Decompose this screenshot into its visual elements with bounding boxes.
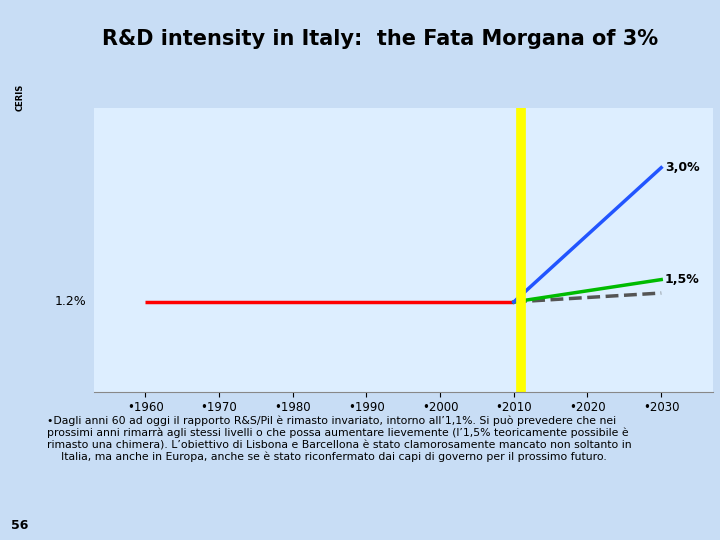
Text: 1,5%: 1,5% bbox=[665, 273, 700, 286]
Text: CERIS: CERIS bbox=[15, 84, 24, 111]
Text: 56: 56 bbox=[11, 518, 29, 532]
Text: 1.2%: 1.2% bbox=[55, 295, 86, 308]
Text: •Dagli anni 60 ad oggi il rapporto R&S/Pil è rimasto invariato, intorno all’1,1%: •Dagli anni 60 ad oggi il rapporto R&S/P… bbox=[47, 416, 631, 462]
Text: 3,0%: 3,0% bbox=[665, 161, 700, 174]
Text: R&D intensity in Italy:  the Fata Morgana of 3%: R&D intensity in Italy: the Fata Morgana… bbox=[102, 29, 658, 49]
